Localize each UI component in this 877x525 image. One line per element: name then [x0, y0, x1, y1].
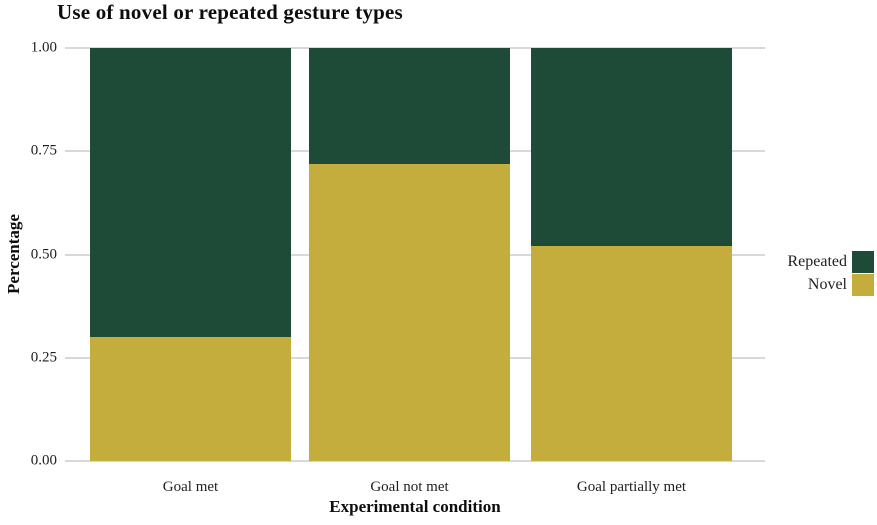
x-tick-label-goal-not-met: Goal not met [370, 479, 449, 495]
bar-goal-partially-met [531, 48, 732, 461]
y-tick-label: 0.50 [30, 246, 57, 262]
legend-entry-novel: Novel [778, 273, 874, 296]
bar-goal-not-met [309, 48, 510, 461]
bar-segment-goal-met-novel [90, 337, 291, 461]
chart-title: Use of novel or repeated gesture types [57, 0, 403, 24]
x-tick-label-goal-partially-met: Goal partially met [576, 479, 687, 495]
x-tick-label-goal-met: Goal met [162, 479, 219, 495]
bar-segment-goal-met-repeated [90, 48, 291, 338]
legend-swatch-repeated [852, 250, 874, 273]
bar-segment-goal-not-met-novel [309, 163, 510, 461]
y-tick-label: 1.00 [30, 39, 57, 56]
legend-entry-repeated: Repeated [778, 250, 874, 273]
y-tick-label: 0.75 [30, 142, 57, 159]
legend-swatch-novel [852, 273, 874, 296]
bar-segment-goal-partially-met-novel [531, 246, 732, 461]
legend-label-repeated: Repeated [787, 252, 847, 270]
legend-label-novel: Novel [807, 275, 847, 293]
bar-goal-met [90, 48, 291, 461]
bar-segment-goal-partially-met-repeated [531, 48, 732, 247]
y-tick-label: 0.25 [30, 349, 57, 366]
gridline-0.00 [65, 460, 765, 462]
bar-segment-goal-not-met-repeated [309, 48, 510, 164]
legend: Repeated Novel [778, 250, 874, 296]
x-axis-title: Experimental condition [329, 497, 501, 516]
gridline-1.00 [65, 47, 765, 49]
plot-area [65, 47, 765, 462]
y-tick-label: 0.00 [30, 452, 57, 469]
